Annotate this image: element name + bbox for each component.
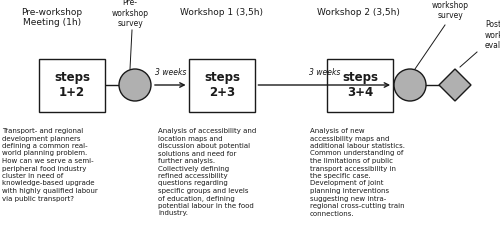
- Text: Workshop 2 (3,5h): Workshop 2 (3,5h): [316, 8, 400, 17]
- Polygon shape: [439, 69, 471, 101]
- Text: steps
2+3: steps 2+3: [204, 71, 240, 99]
- Text: steps
1+2: steps 1+2: [54, 71, 90, 99]
- Text: steps
3+4: steps 3+4: [342, 71, 378, 99]
- Text: Transport- and regional
development planners
defining a common real-
world plann: Transport- and regional development plan…: [2, 128, 98, 202]
- Text: Post-
workshop
evaluation: Post- workshop evaluation: [485, 20, 500, 50]
- FancyBboxPatch shape: [327, 59, 393, 111]
- Text: Workshop 1 (3,5h): Workshop 1 (3,5h): [180, 8, 264, 17]
- Text: Pre-workshop
Meeting (1h): Pre-workshop Meeting (1h): [22, 8, 82, 27]
- Text: Analysis of new
accessibility maps and
additional labour statistics.
Common unde: Analysis of new accessibility maps and a…: [310, 128, 405, 216]
- FancyBboxPatch shape: [39, 59, 105, 111]
- Ellipse shape: [119, 69, 151, 101]
- Text: 3 weeks: 3 weeks: [308, 68, 340, 77]
- Text: 3 weeks: 3 weeks: [154, 68, 186, 77]
- Text: Pre-
workshop
survey: Pre- workshop survey: [112, 0, 148, 28]
- Text: Analysis of accessibility and
location maps and
discussion about potential
solut: Analysis of accessibility and location m…: [158, 128, 256, 216]
- FancyBboxPatch shape: [189, 59, 255, 111]
- Text: Post-
workshop
survey: Post- workshop survey: [432, 0, 469, 20]
- Ellipse shape: [394, 69, 426, 101]
